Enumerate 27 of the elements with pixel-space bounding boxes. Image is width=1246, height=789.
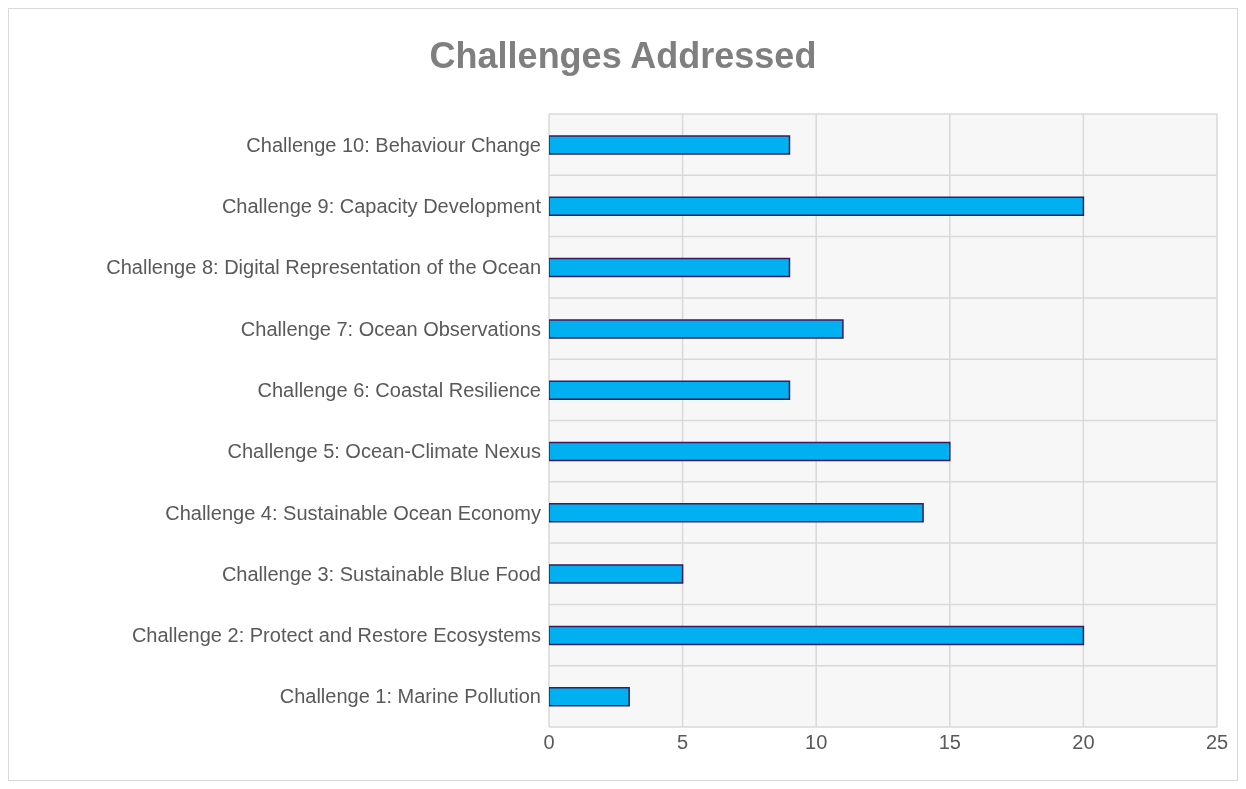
y-tick-label: Challenge 7: Ocean Observations	[240, 317, 541, 340]
y-tick-label: Challenge 10: Behaviour Change	[246, 133, 541, 156]
y-tick-label: Challenge 3: Sustainable Blue Food	[221, 562, 541, 585]
bar	[549, 564, 684, 584]
x-tick-label: 5	[677, 731, 689, 754]
chart-title: Challenges Addressed	[428, 34, 818, 78]
bar	[549, 503, 924, 523]
x-tick-label: 0	[543, 731, 555, 754]
y-tick-label: Challenge 1: Marine Pollution	[279, 685, 541, 708]
y-tick-label: Challenge 6: Coastal Resilience	[257, 378, 541, 401]
x-tick-label: 20	[1072, 731, 1095, 754]
bar	[549, 135, 791, 155]
y-tick-label: Challenge 4: Sustainable Ocean Economy	[165, 501, 541, 524]
bar	[549, 319, 844, 339]
bar	[549, 380, 791, 400]
x-tick-label: 25	[1205, 731, 1229, 754]
x-tick-label: 15	[938, 731, 961, 754]
y-tick-label: Challenge 8: Digital Representation of the Ocean	[106, 256, 541, 279]
bar	[549, 441, 951, 462]
bar	[549, 196, 1085, 217]
y-tick-label: Challenge 2: Protect and Restore Ecosystems	[131, 624, 541, 647]
y-tick-label: Challenge 9: Capacity Development	[221, 195, 542, 218]
bar	[549, 686, 630, 707]
y-tick-label: Challenge 5: Ocean-Climate Nexus	[227, 440, 541, 463]
bar	[549, 257, 791, 278]
bar	[549, 625, 1085, 646]
x-tick-label: 10	[805, 731, 828, 754]
